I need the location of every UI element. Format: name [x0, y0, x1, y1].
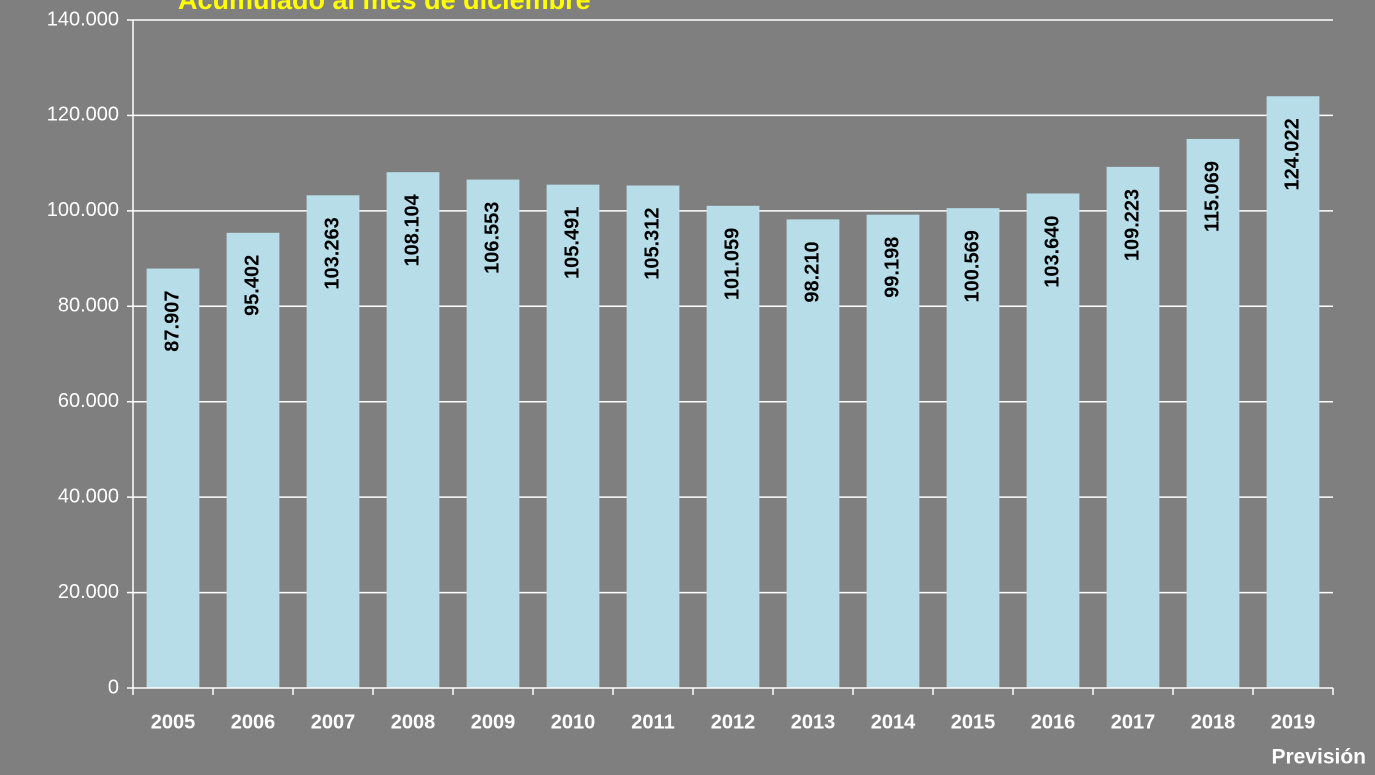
bar	[466, 179, 520, 688]
y-tick-label: 100.000	[47, 199, 119, 221]
data-label: 105.312	[641, 208, 663, 280]
y-tick-label: 120.000	[47, 104, 119, 126]
data-label: 106.553	[481, 202, 503, 274]
data-label: 109.223	[1121, 189, 1143, 261]
data-label: 100.569	[961, 230, 983, 302]
data-label: 103.263	[321, 217, 343, 289]
x-tick-label: 2010	[551, 711, 596, 733]
x-tick-label: 2007	[311, 711, 356, 733]
data-label: 99.198	[881, 237, 903, 298]
data-label: 95.402	[241, 255, 263, 316]
annotation: Previsión	[1271, 746, 1366, 769]
bar	[1186, 138, 1240, 688]
y-tick-label: 80.000	[58, 295, 119, 317]
x-tick-label: 2008	[391, 711, 436, 733]
y-tick-label: 20.000	[58, 581, 119, 603]
x-tick-label: 2018	[1191, 711, 1236, 733]
data-label: 103.640	[1041, 215, 1063, 287]
data-label: 124.022	[1281, 118, 1303, 190]
data-label: 108.104	[401, 193, 423, 266]
chart-title: Acumulado al mes de diciembre	[178, 0, 591, 15]
x-tick-label: 2014	[871, 711, 916, 733]
x-tick-label: 2017	[1111, 711, 1156, 733]
bar	[706, 205, 760, 688]
data-label: 115.069	[1201, 161, 1223, 232]
bar	[626, 185, 680, 689]
bar	[786, 219, 840, 688]
x-tick-label: 2005	[151, 711, 196, 733]
bar	[226, 232, 280, 688]
bar	[146, 268, 200, 688]
x-tick-label: 2011	[631, 711, 674, 733]
bar	[1026, 193, 1080, 688]
y-tick-label: 60.000	[58, 390, 119, 412]
bar	[546, 184, 600, 688]
x-tick-label: 2016	[1031, 711, 1076, 733]
data-label: 105.491	[561, 207, 583, 279]
x-tick-label: 2013	[791, 711, 836, 733]
bar	[306, 195, 360, 688]
x-tick-label: 2012	[711, 711, 756, 733]
bar	[1106, 166, 1160, 689]
x-tick-label: 2006	[231, 711, 276, 733]
bar	[946, 208, 1000, 688]
bar	[386, 172, 440, 689]
bar	[1266, 96, 1320, 688]
bar	[866, 214, 920, 688]
data-label: 87.907	[161, 291, 183, 352]
x-tick-label: 2015	[951, 711, 996, 733]
data-label: 98.210	[801, 241, 823, 302]
y-tick-label: 40.000	[58, 485, 119, 507]
y-tick-label: 140.000	[47, 8, 119, 30]
data-label: 101.059	[721, 228, 743, 300]
x-tick-label: 2009	[471, 711, 516, 733]
y-tick-label: 0	[108, 676, 119, 698]
x-tick-label: 2019	[1271, 711, 1316, 733]
